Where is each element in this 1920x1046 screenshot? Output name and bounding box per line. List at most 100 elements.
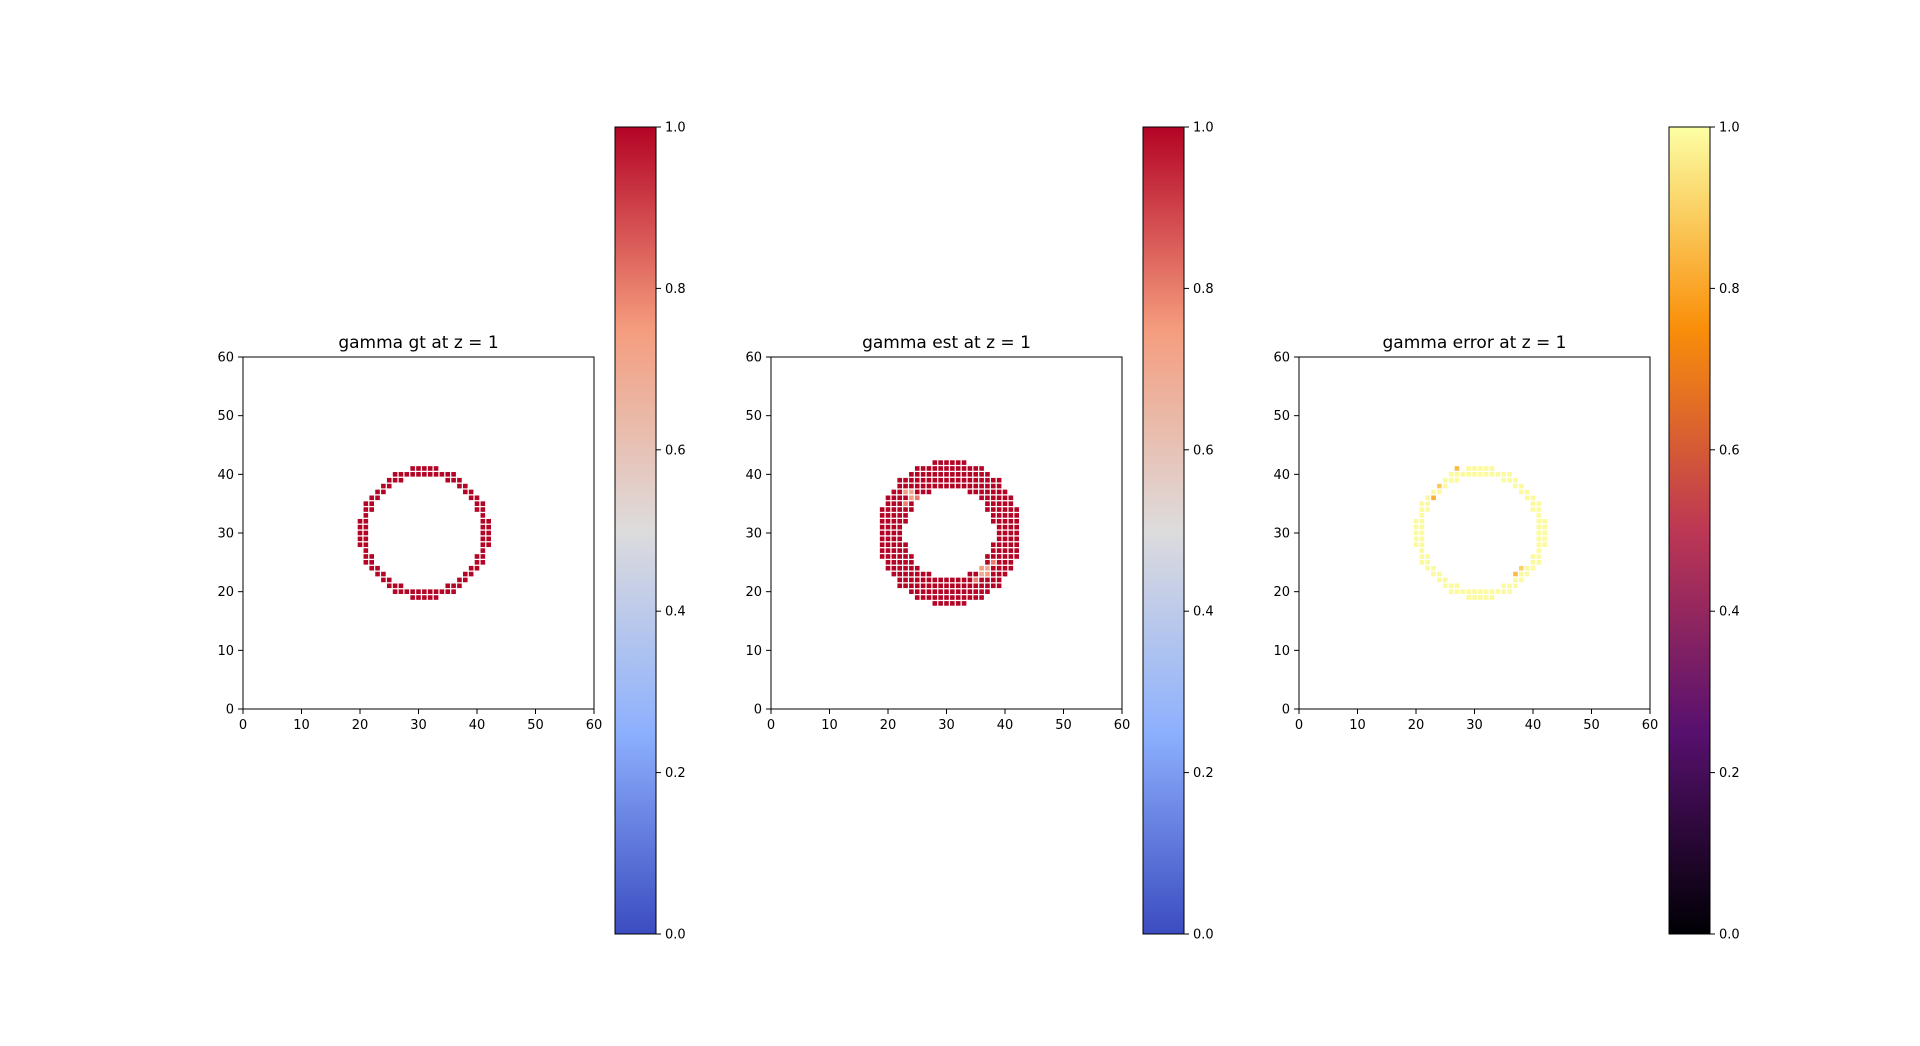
data-point (363, 542, 369, 548)
y-tick-label: 0 (754, 703, 762, 718)
data-point (1513, 583, 1518, 589)
data-point (891, 565, 897, 571)
data-point (973, 571, 979, 577)
data-point (996, 565, 1002, 571)
data-point (938, 583, 943, 589)
colorbar-tick-label: 0.6 (665, 443, 686, 458)
data-point (950, 472, 955, 477)
data-point (903, 542, 908, 548)
data-point (967, 466, 973, 471)
data-point (1448, 477, 1454, 483)
y-tick-label: 50 (217, 409, 234, 424)
data-point (938, 472, 943, 477)
data-point (1008, 501, 1014, 506)
data-point (985, 583, 990, 589)
data-point (457, 577, 462, 583)
data-point (932, 589, 938, 594)
data-point (891, 495, 897, 501)
data-point (1002, 536, 1008, 542)
data-point (480, 542, 486, 548)
data-point (950, 577, 955, 583)
colorbar-tick-label: 0.8 (1719, 282, 1740, 297)
data-point (909, 489, 914, 495)
y-tick-label: 60 (745, 351, 762, 366)
data-point (903, 501, 908, 506)
x-tick-label: 60 (586, 718, 603, 733)
data-point (967, 489, 973, 495)
data-point (914, 472, 920, 477)
data-point (1530, 565, 1536, 571)
data-point (932, 472, 938, 477)
data-point (1530, 560, 1536, 565)
y-axis: 0 10 20 30 40 50 60 (745, 351, 771, 718)
data-point (985, 589, 990, 594)
colorbar-tick-label: 0.2 (1193, 766, 1214, 781)
x-tick-label: 30 (410, 718, 427, 733)
data-point (381, 483, 386, 489)
data-point (903, 495, 908, 501)
data-point (991, 548, 996, 553)
data-point (885, 530, 891, 536)
data-point (909, 501, 914, 506)
data-point (1008, 542, 1014, 548)
data-point (985, 565, 990, 571)
data-point (463, 577, 468, 583)
data-point (985, 472, 990, 477)
data-point (422, 466, 427, 471)
data-point (926, 466, 932, 471)
data-point (1419, 501, 1425, 506)
data-point (938, 601, 943, 606)
panel-gamma-gt: gamma gt at z = 1 0 10 20 30 40 50 60 0 10 20 30 4… (217, 333, 602, 733)
data-point (1002, 554, 1008, 559)
colorbar-gradient (1142, 126, 1185, 935)
data-point (955, 577, 961, 583)
data-point (1507, 589, 1512, 594)
data-point (914, 565, 920, 571)
data-point (1478, 595, 1483, 600)
data-point (926, 589, 932, 594)
y-tick-label: 60 (1273, 351, 1290, 366)
data-point (920, 472, 926, 477)
data-point (486, 530, 491, 536)
data-point (985, 560, 990, 565)
data-point (897, 524, 902, 530)
data-point (1536, 542, 1542, 548)
data-point (1002, 524, 1008, 530)
data-point (950, 595, 955, 600)
data-point (932, 466, 938, 471)
data-point (950, 477, 955, 483)
data-point (897, 501, 902, 506)
data-point (1419, 518, 1425, 524)
data-point (885, 507, 891, 512)
data-point (468, 495, 474, 501)
data-point (938, 577, 943, 583)
data-point (897, 571, 902, 577)
y-tick-label: 0 (1282, 703, 1290, 718)
data-point (967, 577, 973, 583)
data-point (985, 477, 990, 483)
data-point (991, 495, 996, 501)
data-point (879, 542, 885, 548)
data-point (991, 554, 996, 559)
data-point (973, 466, 979, 471)
data-point (1524, 565, 1530, 571)
data-point (885, 501, 891, 506)
data-point (991, 571, 996, 577)
data-point (996, 518, 1002, 524)
data-point (991, 518, 996, 524)
data-point (1002, 495, 1008, 501)
data-point (920, 577, 926, 583)
data-point (891, 489, 897, 495)
data-point (1472, 595, 1477, 600)
data-point (410, 466, 415, 471)
data-point (1519, 483, 1524, 489)
data-point (1014, 542, 1019, 548)
data-point (1542, 542, 1547, 548)
colorbar-tick-label: 1.0 (1193, 121, 1214, 136)
data-point (991, 501, 996, 506)
data-point (897, 560, 902, 565)
data-point (955, 483, 961, 489)
data-point (410, 595, 415, 600)
data-point (1501, 583, 1507, 589)
data-point (1014, 554, 1019, 559)
